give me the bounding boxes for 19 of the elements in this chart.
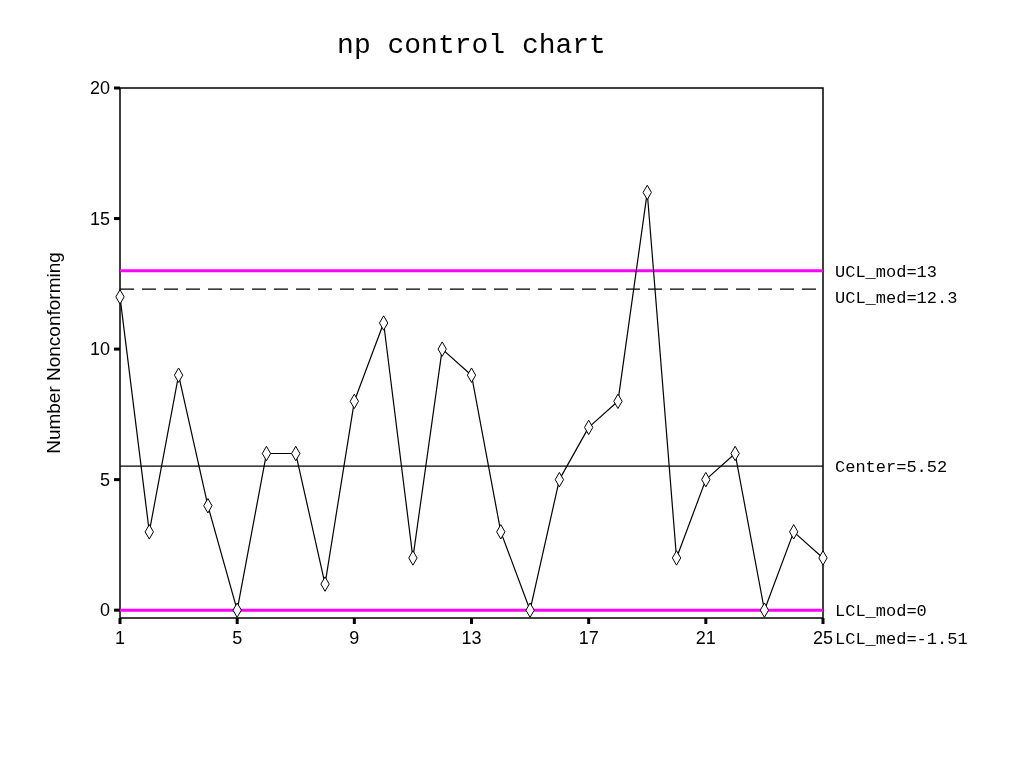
x-tick-label: 5 <box>232 628 243 648</box>
ref-line-label: UCL_mod=13 <box>835 262 938 282</box>
y-tick-label: 20 <box>89 78 110 99</box>
text: LCL_med=-1.51 <box>835 629 968 649</box>
ref-line-label: Center=5.52 <box>835 458 948 477</box>
x-tick-label: 1 <box>114 628 126 648</box>
y-tick-label: 15 <box>89 208 110 229</box>
ref-line-label: UCL_med=12.3 <box>835 288 958 308</box>
ref-line-label: LCL_mod=0 <box>835 602 927 622</box>
y-axis-title: Number Nonconforming <box>43 252 64 454</box>
x-tick-label: 17 <box>578 628 599 648</box>
x-tick-label: 21 <box>695 628 716 648</box>
x-tick-label: 9 <box>349 628 360 648</box>
x-tick-label: 13 <box>461 628 482 648</box>
y-tick-label: 10 <box>89 339 110 360</box>
chart-title: np control chart <box>337 30 606 61</box>
y-tick-label: 0 <box>99 600 110 621</box>
x-tick-label: 25 <box>812 628 834 648</box>
y-tick-label: 5 <box>99 469 110 490</box>
